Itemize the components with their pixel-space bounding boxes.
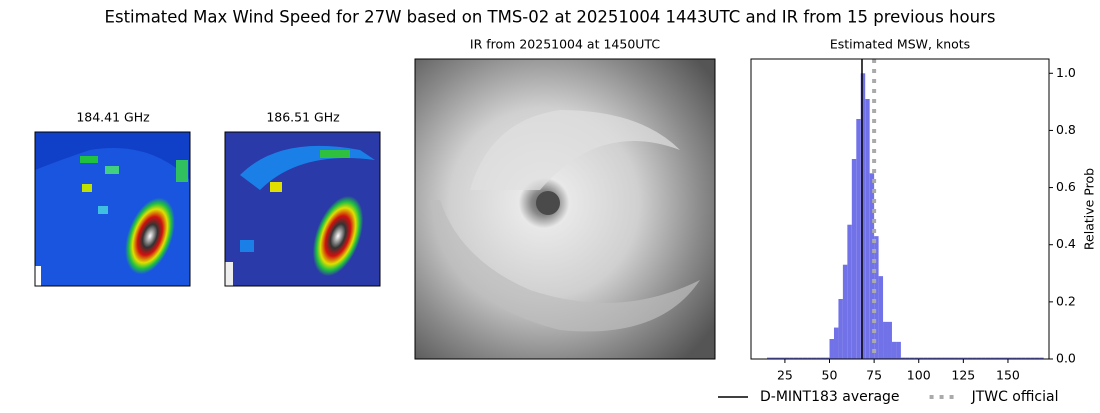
bar — [900, 357, 906, 359]
x-tick-label: 75 — [866, 368, 882, 383]
bar — [802, 357, 808, 359]
bar — [842, 264, 848, 359]
y-tick-label: 1.0 — [1056, 65, 1076, 80]
bar — [954, 357, 959, 359]
chart-title: Estimated MSW, knots — [830, 37, 970, 52]
x-tick-label: 150 — [996, 368, 1020, 383]
x-tick-label: 25 — [777, 368, 793, 383]
bar — [820, 357, 826, 359]
legend: D-MINT183 average JTWC official — [718, 389, 1058, 405]
y-tick-label: 0.8 — [1056, 122, 1076, 137]
bar — [825, 357, 830, 359]
bar — [923, 357, 928, 359]
bar — [1034, 357, 1040, 359]
bar — [883, 321, 888, 359]
bar — [972, 357, 977, 359]
panel-title: 184.41 GHz — [76, 110, 150, 125]
bar — [767, 357, 772, 359]
bar — [775, 357, 781, 359]
legend-label: D-MINT183 average — [760, 389, 900, 405]
bar — [976, 357, 982, 359]
bar — [985, 357, 991, 359]
bar — [905, 357, 910, 359]
bar — [829, 339, 834, 359]
bar — [967, 357, 973, 359]
bar — [1003, 357, 1008, 359]
y-tick-label: 0.2 — [1056, 293, 1076, 308]
bar — [789, 357, 794, 359]
bar — [816, 357, 821, 359]
x-tick-label: 50 — [822, 368, 838, 383]
bar — [981, 357, 986, 359]
bar — [1012, 357, 1017, 359]
bar — [896, 341, 901, 359]
bar — [958, 357, 964, 359]
bar — [851, 159, 857, 359]
panel-title: IR from 20251004 at 1450UTC — [470, 37, 660, 52]
bar — [811, 357, 817, 359]
bar — [807, 357, 812, 359]
x-tick-label: 100 — [907, 368, 931, 383]
bar — [963, 357, 968, 359]
axes-frame — [750, 58, 1050, 360]
bar — [891, 341, 897, 359]
bar — [1025, 357, 1031, 359]
x-tick-label: 125 — [951, 368, 975, 383]
bar — [918, 357, 924, 359]
bar — [784, 357, 790, 359]
bar — [1016, 357, 1022, 359]
bar — [833, 327, 839, 359]
ir-image — [414, 58, 716, 360]
bar — [874, 236, 879, 359]
microwave-image — [224, 131, 381, 287]
bar — [878, 276, 884, 359]
bar — [1039, 357, 1044, 359]
bar — [1030, 357, 1035, 359]
bar — [860, 73, 866, 360]
bar — [999, 357, 1004, 359]
y-tick-label: 0.4 — [1056, 236, 1076, 251]
bar — [856, 119, 861, 359]
bar — [780, 357, 785, 359]
bar — [994, 357, 1000, 359]
y-tick-label: 0.6 — [1056, 179, 1076, 194]
bar — [927, 357, 933, 359]
bar — [936, 357, 942, 359]
bar — [941, 357, 946, 359]
bar — [798, 357, 803, 359]
bar — [887, 321, 892, 359]
legend-label: JTWC official — [971, 389, 1059, 405]
figure-title: Estimated Max Wind Speed for 27W based o… — [105, 8, 996, 27]
microwave-image — [34, 131, 191, 287]
bar — [1007, 357, 1013, 359]
panel-title: 186.51 GHz — [266, 110, 340, 125]
bar — [865, 99, 870, 359]
bar — [932, 357, 937, 359]
bar — [838, 299, 843, 359]
bar — [1021, 357, 1026, 359]
bar — [945, 357, 950, 359]
bar — [909, 357, 915, 359]
bar — [771, 357, 776, 359]
bar — [847, 224, 852, 359]
bar — [990, 357, 995, 359]
bar — [914, 357, 919, 359]
bar — [869, 173, 875, 359]
y-tick-label: 0.0 — [1056, 351, 1076, 366]
bar — [949, 357, 955, 359]
histogram: 0.0 0.2 0.4 0.6 0.8 1.0 25 50 75 100 125 150 — [767, 59, 1076, 383]
bar — [793, 357, 799, 359]
y-axis-label: Relative Prob — [1082, 168, 1097, 250]
